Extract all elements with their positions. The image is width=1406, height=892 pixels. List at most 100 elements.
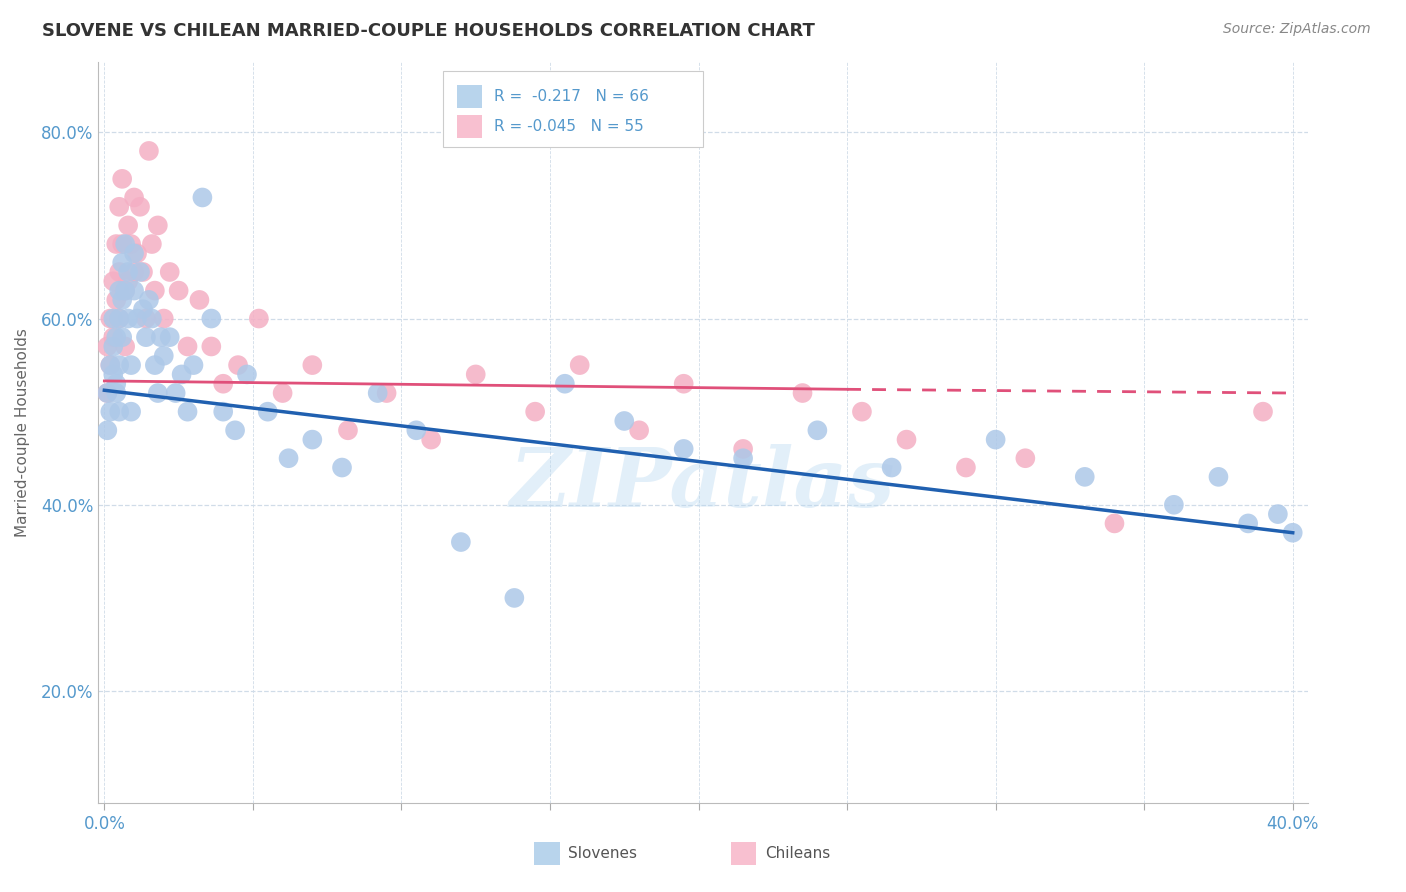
Point	[149, 330, 172, 344]
Point	[125, 311, 148, 326]
Point	[188, 293, 211, 307]
Point	[111, 237, 134, 252]
Point	[96, 386, 118, 401]
Point	[96, 386, 118, 401]
Point	[1237, 516, 1260, 531]
Point	[122, 265, 145, 279]
Point	[114, 284, 136, 298]
Point	[212, 405, 235, 419]
Point	[141, 237, 163, 252]
Point	[367, 386, 389, 401]
Point	[135, 311, 157, 326]
Point	[122, 284, 145, 298]
Point	[132, 265, 155, 279]
Point	[159, 330, 181, 344]
Point	[98, 358, 121, 372]
Point	[984, 433, 1007, 447]
Point	[108, 311, 131, 326]
Point	[896, 433, 918, 447]
Point	[143, 284, 166, 298]
Point	[1281, 525, 1303, 540]
Point	[236, 368, 259, 382]
Point	[122, 246, 145, 260]
Text: SLOVENE VS CHILEAN MARRIED-COUPLE HOUSEHOLDS CORRELATION CHART: SLOVENE VS CHILEAN MARRIED-COUPLE HOUSEH…	[42, 22, 815, 40]
Point	[111, 293, 134, 307]
Point	[98, 311, 121, 326]
Point	[122, 190, 145, 204]
Point	[524, 405, 547, 419]
Point	[138, 293, 160, 307]
Point	[141, 311, 163, 326]
Point	[120, 405, 142, 419]
Point	[103, 339, 125, 353]
Point	[226, 358, 249, 372]
Point	[103, 274, 125, 288]
Point	[672, 442, 695, 456]
Point	[806, 423, 828, 437]
Point	[111, 255, 134, 269]
Point	[613, 414, 636, 428]
Point	[212, 376, 235, 391]
Point	[1074, 470, 1097, 484]
Point	[336, 423, 359, 437]
Point	[96, 339, 118, 353]
Point	[129, 265, 152, 279]
Point	[1208, 470, 1230, 484]
Point	[108, 311, 131, 326]
Point	[138, 144, 160, 158]
Point	[117, 219, 139, 233]
Point	[114, 339, 136, 353]
Point	[1104, 516, 1126, 531]
Point	[330, 460, 353, 475]
Point	[301, 358, 323, 372]
Point	[672, 376, 695, 391]
Point	[132, 302, 155, 317]
Point	[103, 311, 125, 326]
Point	[111, 330, 134, 344]
Point	[105, 386, 128, 401]
Point	[143, 358, 166, 372]
Point	[301, 433, 323, 447]
Point	[146, 219, 169, 233]
Point	[129, 200, 152, 214]
Point	[1267, 507, 1289, 521]
Point	[200, 339, 222, 353]
Text: R =  -0.217   N = 66: R = -0.217 N = 66	[494, 89, 648, 103]
Point	[176, 339, 198, 353]
Point	[1014, 451, 1036, 466]
Point	[98, 358, 121, 372]
Point	[554, 376, 576, 391]
Point	[375, 386, 398, 401]
Point	[117, 265, 139, 279]
Point	[247, 311, 270, 326]
Point	[955, 460, 977, 475]
Point	[170, 368, 193, 382]
Point	[183, 358, 205, 372]
Point	[114, 237, 136, 252]
Point	[628, 423, 651, 437]
Point	[117, 311, 139, 326]
Point	[105, 376, 128, 391]
Point	[256, 405, 278, 419]
Text: Source: ZipAtlas.com: Source: ZipAtlas.com	[1223, 22, 1371, 37]
Point	[176, 405, 198, 419]
Point	[146, 386, 169, 401]
Point	[792, 386, 814, 401]
Point	[105, 293, 128, 307]
Text: R = -0.045   N = 55: R = -0.045 N = 55	[494, 120, 644, 134]
Point	[464, 368, 486, 382]
Point	[152, 311, 174, 326]
Point	[1251, 405, 1274, 419]
Point	[420, 433, 443, 447]
Point	[880, 460, 903, 475]
Point	[125, 246, 148, 260]
Y-axis label: Married-couple Households: Married-couple Households	[15, 328, 30, 537]
Point	[733, 442, 755, 456]
Point	[159, 265, 181, 279]
Point	[135, 330, 157, 344]
Point	[450, 535, 472, 549]
Point	[120, 237, 142, 252]
Point	[568, 358, 591, 372]
Point	[120, 358, 142, 372]
Point	[165, 386, 187, 401]
